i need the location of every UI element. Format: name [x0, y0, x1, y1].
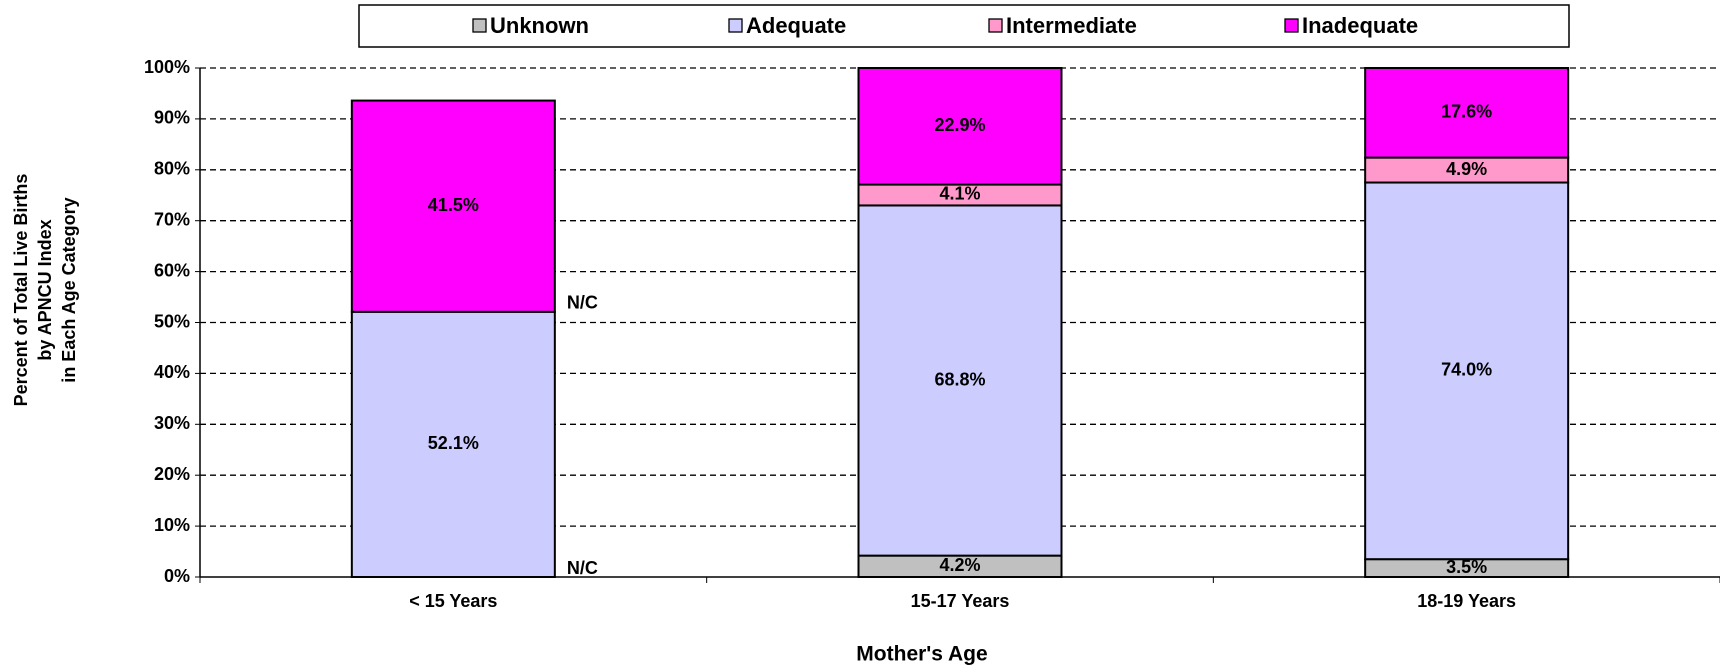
- value-label: N/C: [567, 293, 598, 313]
- y-axis-title-line: in Each Age Category: [59, 197, 79, 382]
- legend-swatch: [988, 18, 1003, 33]
- value-label: 4.2%: [939, 555, 980, 575]
- bar-segment: [1364, 181, 1570, 561]
- value-label: 4.1%: [939, 184, 980, 204]
- x-axis-title: Mother's Age: [856, 643, 987, 666]
- y-tick-label: 40%: [154, 362, 190, 382]
- value-label: 22.9%: [934, 115, 985, 135]
- legend-label: Intermediate: [1006, 13, 1137, 38]
- value-label: 52.1%: [428, 433, 479, 453]
- bar-segment: [857, 204, 1063, 557]
- legend-swatch: [1284, 18, 1299, 33]
- y-tick-label: 80%: [154, 159, 190, 179]
- y-tick-label: 0%: [164, 566, 190, 586]
- y-axis-title-line: by APNCU Index: [35, 219, 55, 360]
- x-tick-label: 15-17 Years: [911, 591, 1010, 611]
- value-label: 4.9%: [1446, 159, 1487, 179]
- x-tick-label: < 15 Years: [409, 591, 497, 611]
- value-label: 3.5%: [1446, 557, 1487, 577]
- y-tick-label: 60%: [154, 260, 190, 280]
- legend-swatch: [728, 18, 743, 33]
- y-tick-label: 20%: [154, 464, 190, 484]
- y-axis-title: Percent of Total Live Births by APNCU In…: [11, 174, 79, 407]
- y-tick-label: 70%: [154, 209, 190, 229]
- x-tick-label: 18-19 Years: [1417, 591, 1516, 611]
- legend-box: [358, 4, 1570, 48]
- y-tick-label: 30%: [154, 413, 190, 433]
- y-tick-label: 50%: [154, 311, 190, 331]
- y-axis-title-line: Percent of Total Live Births: [11, 174, 31, 407]
- y-tick-label: 10%: [154, 515, 190, 535]
- legend-label: Adequate: [746, 13, 846, 38]
- value-label: 68.8%: [934, 369, 985, 389]
- value-label: 41.5%: [428, 195, 479, 215]
- bar-segment: [350, 99, 556, 313]
- bar-segment: [1364, 67, 1570, 159]
- legend-swatch: [472, 18, 487, 33]
- y-tick-label: 100%: [144, 57, 190, 77]
- value-label: N/C: [567, 558, 598, 578]
- y-tick-label: 90%: [154, 108, 190, 128]
- legend-label: Unknown: [490, 13, 589, 38]
- bar-segment: [857, 67, 1063, 186]
- value-label: 17.6%: [1441, 102, 1492, 122]
- value-label: 74.0%: [1441, 360, 1492, 380]
- legend-label: Inadequate: [1302, 13, 1418, 38]
